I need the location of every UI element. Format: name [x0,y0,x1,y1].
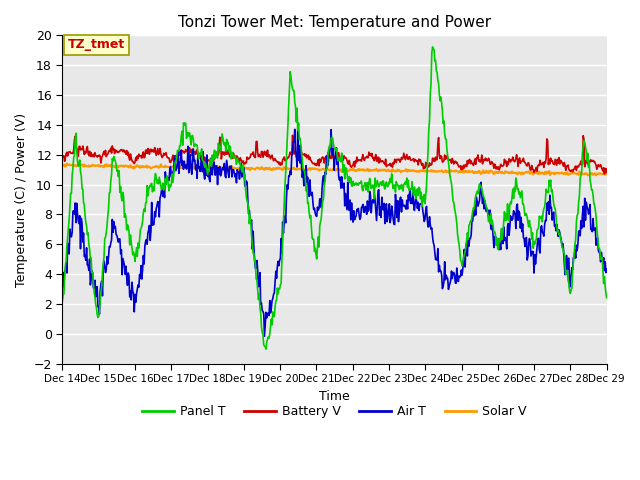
Solar V [401,168,409,174]
Solar V [69,163,77,169]
Air T [180,167,188,172]
Panel T [58,298,66,304]
Air T [418,200,426,205]
X-axis label: Time: Time [319,390,350,403]
Panel T [180,120,188,126]
Solar V [180,164,188,169]
Battery V [58,153,66,158]
Panel T [401,180,409,185]
Solar V [603,171,611,177]
Battery V [124,149,132,155]
Air T [124,270,132,276]
Panel T [603,295,611,300]
Air T [603,266,611,272]
Battery V [68,150,76,156]
Air T [260,334,268,339]
Air T [68,229,76,235]
Title: Tonzi Tower Met: Temperature and Power: Tonzi Tower Met: Temperature and Power [178,15,491,30]
Air T [294,124,301,130]
Text: TZ_tmet: TZ_tmet [68,38,125,51]
Solar V [584,172,591,178]
Solar V [63,161,71,167]
Panel T [429,44,436,50]
Line: Solar V: Solar V [62,164,607,175]
Line: Air T: Air T [62,127,607,336]
Panel T [124,224,132,229]
Legend: Panel T, Battery V, Air T, Solar V: Panel T, Battery V, Air T, Solar V [138,400,532,423]
Panel T [262,346,270,352]
Line: Battery V: Battery V [62,135,607,174]
Battery V [417,161,425,167]
Solar V [417,168,425,174]
Panel T [68,172,76,178]
Battery V [600,171,608,177]
Battery V [401,157,409,163]
Panel T [417,190,425,195]
Solar V [209,166,217,172]
Battery V [603,166,611,172]
Battery V [209,155,216,161]
Line: Panel T: Panel T [62,47,607,349]
Air T [402,206,410,212]
Panel T [209,152,216,158]
Y-axis label: Temperature (C) / Power (V): Temperature (C) / Power (V) [15,112,28,287]
Solar V [58,163,66,168]
Solar V [125,165,133,170]
Battery V [289,132,296,138]
Air T [58,296,66,301]
Air T [209,172,216,178]
Battery V [180,148,188,154]
